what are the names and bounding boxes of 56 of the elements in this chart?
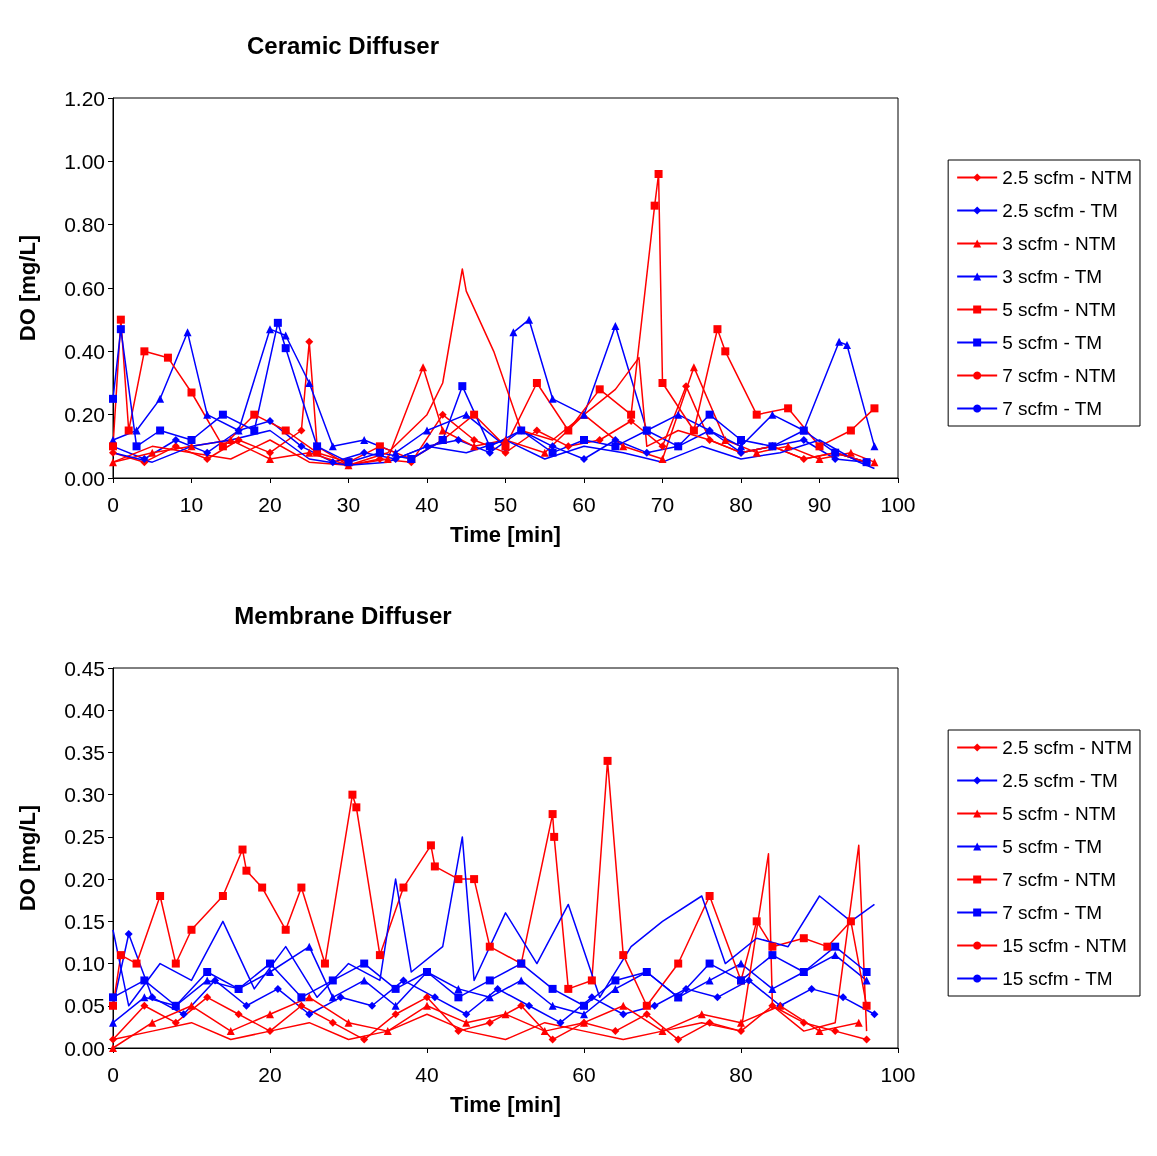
legend-label: 7 scfm - NTM bbox=[1002, 365, 1117, 386]
y-tick-label: 0.00 bbox=[64, 1036, 105, 1060]
x-tick-label: 100 bbox=[880, 1063, 916, 1086]
x-tick-label: 10 bbox=[179, 493, 204, 516]
x-tick-label: 100 bbox=[880, 493, 916, 516]
x-tick-label: 40 bbox=[415, 1063, 439, 1086]
chart-title: Membrane Diffuser bbox=[234, 601, 452, 629]
y-tick-label: 0.80 bbox=[64, 213, 105, 237]
y-tick-label: 0.30 bbox=[64, 783, 105, 807]
legend-label: 15 scfm - NTM bbox=[1002, 935, 1127, 956]
x-tick-label: 40 bbox=[415, 493, 439, 516]
x-tick-label: 80 bbox=[729, 493, 753, 516]
y-tick-label: 0.20 bbox=[64, 403, 105, 427]
legend-label: 7 scfm - NTM bbox=[1002, 869, 1117, 890]
legend-label: 2.5 scfm - NTM bbox=[1002, 167, 1133, 188]
x-tick-label: 60 bbox=[572, 1063, 596, 1086]
legend-label: 3 scfm - NTM bbox=[1002, 233, 1117, 254]
x-tick-label: 0 bbox=[107, 493, 119, 516]
legend-label: 2.5 scfm - TM bbox=[1002, 200, 1118, 221]
legend-label: 2.5 scfm - NTM bbox=[1002, 737, 1133, 758]
legend-label: 5 scfm - NTM bbox=[1002, 299, 1117, 320]
y-tick-label: 0.60 bbox=[64, 276, 105, 300]
x-tick-label: 80 bbox=[729, 1063, 753, 1086]
chart-title: Ceramic Diffuser bbox=[246, 31, 440, 59]
y-tick-label: 1.00 bbox=[64, 149, 105, 173]
y-tick-label: 0.40 bbox=[64, 698, 105, 722]
y-tick-label: 1.20 bbox=[64, 86, 105, 110]
x-tick-label: 30 bbox=[336, 493, 361, 516]
y-tick-label: 0.45 bbox=[64, 656, 105, 680]
x-tick-label: 20 bbox=[258, 1063, 282, 1086]
y-tick-label: 0.10 bbox=[64, 952, 105, 976]
x-tick-label: 70 bbox=[650, 493, 675, 516]
x-tick-label: 60 bbox=[572, 493, 596, 516]
legend-label: 7 scfm - TM bbox=[1002, 902, 1103, 923]
y-tick-label: 0.15 bbox=[64, 909, 105, 933]
legend-label: 5 scfm - TM bbox=[1002, 836, 1103, 857]
y-tick-label: 0.40 bbox=[64, 339, 105, 363]
legend-label: 5 scfm - TM bbox=[1002, 332, 1103, 353]
y-tick-label: 0.00 bbox=[64, 466, 105, 490]
legend-label: 7 scfm - TM bbox=[1002, 398, 1103, 419]
x-tick-label: 90 bbox=[807, 493, 832, 516]
y-tick-label: 0.05 bbox=[64, 994, 105, 1018]
x-tick-label: 50 bbox=[493, 493, 518, 516]
y-tick-label: 0.25 bbox=[64, 825, 105, 849]
legend-label: 3 scfm - TM bbox=[1002, 266, 1103, 287]
y-axis-title: DO [mg/L] bbox=[14, 804, 40, 912]
legend-label: 15 scfm - TM bbox=[1002, 968, 1113, 989]
legend-label: 2.5 scfm - TM bbox=[1002, 770, 1118, 791]
y-tick-label: 0.35 bbox=[64, 740, 105, 764]
legend-label: 5 scfm - NTM bbox=[1002, 803, 1117, 824]
x-tick-label: 20 bbox=[258, 493, 282, 516]
y-tick-label: 0.20 bbox=[64, 867, 105, 891]
x-tick-label: 0 bbox=[107, 1063, 119, 1086]
y-axis-title: DO [mg/L] bbox=[14, 234, 40, 342]
x-axis-title: Time [min] bbox=[450, 1091, 561, 1117]
x-axis-title: Time [min] bbox=[450, 521, 561, 547]
